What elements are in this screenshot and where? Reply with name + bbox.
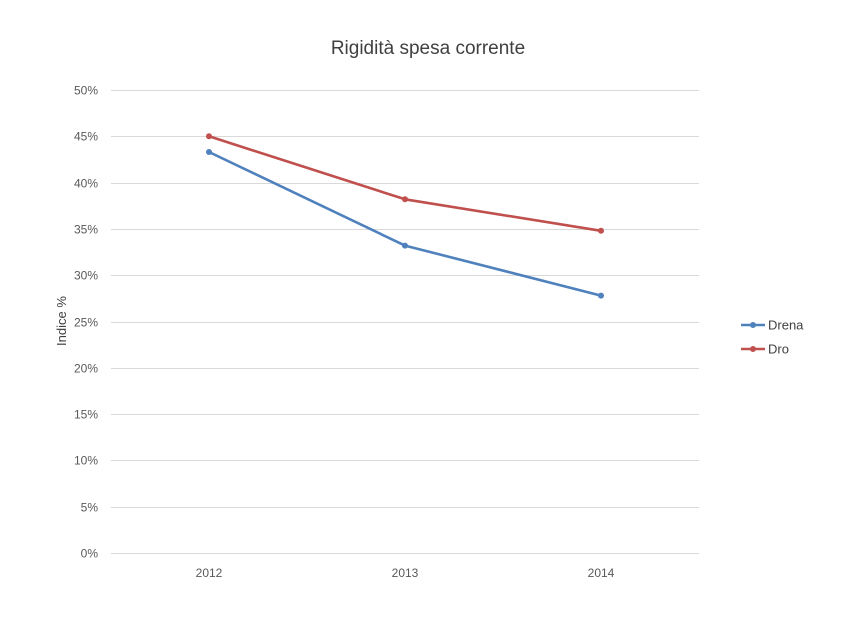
y-tick-label: 25% [74,316,98,330]
series-drena [206,149,604,299]
data-point [598,227,604,234]
series-line [207,150,603,297]
legend-label: Dro [768,342,789,357]
y-tick-label: 20% [74,362,98,376]
series-dro [206,133,604,234]
data-point [598,292,604,299]
gridlines [111,90,699,554]
series-group [206,133,604,299]
y-tick-label: 45% [74,130,98,144]
y-tick-label: 15% [74,408,98,422]
legend-label: Drena [768,318,804,333]
chart-title: Rigidità spesa corrente [331,38,525,59]
y-axis-label: Indice % [54,296,69,346]
y-tick-label: 10% [74,454,98,468]
x-tick-label: 2014 [588,566,615,580]
legend: Drena Dro [741,318,804,357]
legend-item: Dro [741,342,789,357]
y-tick-label: 30% [74,269,98,283]
data-point [206,149,212,156]
y-tick-label: 50% [74,84,98,98]
y-tick-label: 35% [74,223,98,237]
x-tick-label: 2013 [392,566,419,580]
y-tick-label: 40% [74,177,98,191]
y-tick-label: 0% [81,547,99,561]
x-tick-label: 2012 [196,566,223,580]
axes: 0% 5% 10% 15% 20% 25% 30% 35% 40% 45% 50% 2012 2013 2… [74,84,615,581]
y-tick-label: 5% [81,501,99,515]
legend-marker [750,346,756,352]
data-point [402,196,408,203]
legend-item: Drena [741,318,804,333]
data-point [402,242,408,249]
data-point [206,133,212,140]
legend-marker [750,322,756,328]
